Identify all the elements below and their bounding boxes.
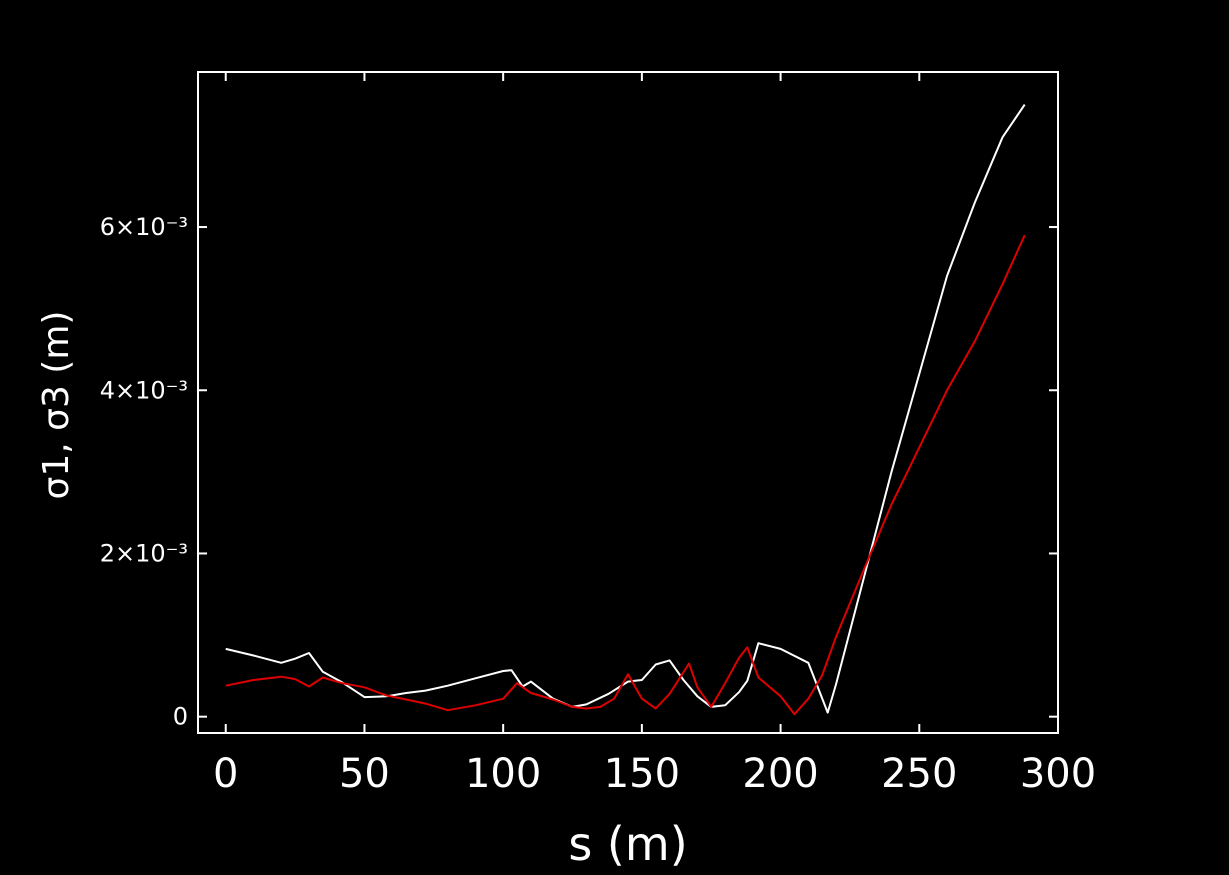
y-tick-label: 4×10⁻³	[100, 376, 188, 404]
x-tick-label: 0	[213, 751, 238, 797]
x-tick-label: 250	[881, 751, 957, 797]
y-axis-title: σ1, σ3 (m)	[36, 311, 77, 500]
y-tick-label: 2×10⁻³	[100, 539, 188, 567]
x-tick-label: 100	[465, 751, 541, 797]
x-tick-label: 200	[742, 751, 818, 797]
y-tick-label: 6×10⁻³	[100, 213, 188, 241]
series-line-1	[225, 104, 1026, 714]
x-tick-label: 150	[604, 751, 680, 797]
x-tick-label: 50	[339, 751, 390, 797]
y-tick-label: 0	[173, 703, 188, 731]
x-axis-title: s (m)	[568, 817, 687, 871]
plot-frame	[197, 71, 1059, 734]
x-tick-label: 300	[1020, 751, 1096, 797]
series-line-2	[225, 234, 1026, 716]
